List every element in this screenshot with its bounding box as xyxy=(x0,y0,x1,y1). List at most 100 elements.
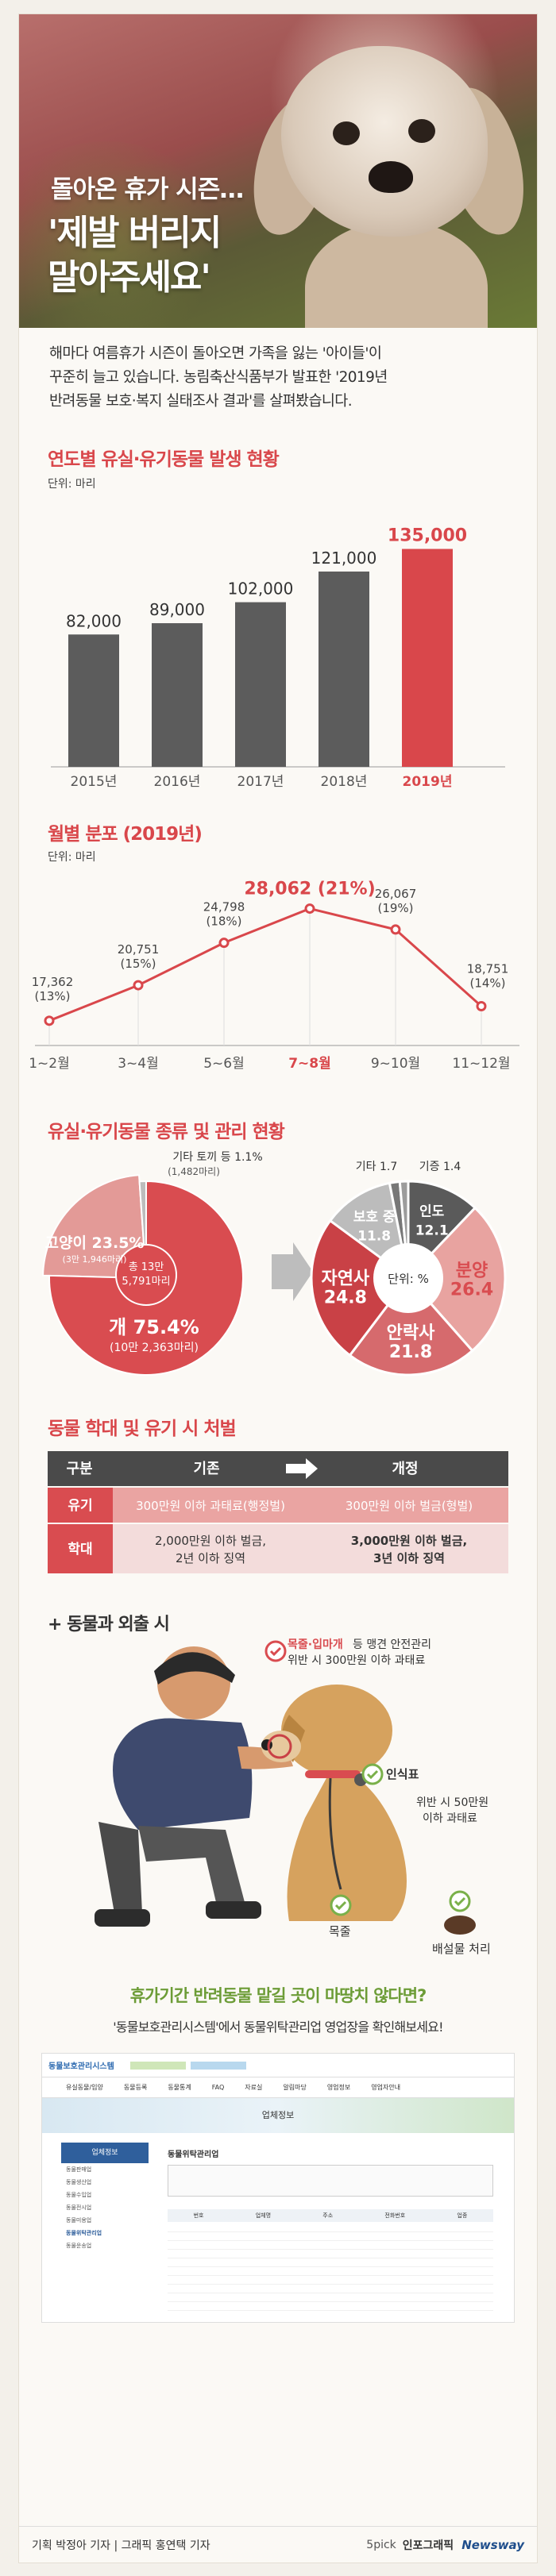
yearly-unit: 단위: 마리 xyxy=(48,478,96,491)
point-value-label: 24,798 xyxy=(203,900,245,914)
donut-value: 11.8 xyxy=(357,1228,391,1244)
x-tick-label: 7~8월 xyxy=(288,1056,331,1072)
monthly-unit: 단위: 마리 xyxy=(48,851,96,864)
menu-item[interactable]: 동물통계 xyxy=(168,2084,191,2091)
closing-question: 휴가기간 반려동물 맡길 곳이 마땅치 않다면? xyxy=(129,1986,427,2005)
species-title: 유실·유기동물 종류 및 관리 현황 xyxy=(48,1122,285,1142)
site-header: 동물보호관리시스템 xyxy=(42,2054,514,2077)
menu-item[interactable]: 영업정보 xyxy=(326,2084,351,2091)
sidebar-title: 업체정보 xyxy=(61,2143,149,2163)
sidebar-item[interactable]: 동물판매업 xyxy=(66,2166,92,2173)
footer-credit: 기획 박정아 기자 | 그래픽 홍연택 기자 xyxy=(32,2539,210,2552)
bar-value-label: 121,000 xyxy=(311,549,377,568)
sidebar-item[interactable]: 동물미용업 xyxy=(66,2217,92,2224)
site-logo[interactable]: 동물보호관리시스템 xyxy=(48,2062,114,2071)
sidebar-item[interactable]: 동물생산업 xyxy=(66,2179,92,2185)
x-tick-label: 2018년 xyxy=(321,774,368,790)
table-row xyxy=(48,1524,508,1573)
sidebar-item-active[interactable]: 동물위탁관리업 xyxy=(66,2230,102,2236)
dog-collar xyxy=(305,1770,361,1778)
donut-value: 26.4 xyxy=(450,1280,493,1300)
hero-subtitle: 돌아온 휴가 시즌… xyxy=(51,175,244,204)
menu-item[interactable]: 유실동물/입양 xyxy=(66,2084,103,2091)
outing-section: + 동물과 외출 시 xyxy=(19,1581,537,1635)
person-hair xyxy=(154,1652,235,1685)
bar xyxy=(235,602,286,767)
infographic: 돌아온 휴가 시즌… '제발 버리지 말아주세요' 해마다 여름휴가 시즌이 돌… xyxy=(19,14,537,2563)
pie-sub-dog: (10만 2,363마리) xyxy=(110,1342,199,1354)
data-point xyxy=(390,924,401,935)
penalty-title: 동물 학대 및 유기 시 처벌 xyxy=(48,1419,237,1439)
menu-item[interactable]: 동물등록 xyxy=(123,2084,148,2091)
donut-label: 분양 xyxy=(456,1261,488,1281)
closing-answer: '동물보호관리시스템'에서 동물위탁관리업 영업장을 확인해보세요! xyxy=(113,2020,443,2035)
yearly-section: 연도별 유실·유기동물 발생 현황 단위: 마리 xyxy=(19,414,537,491)
menu-item[interactable]: 영업자안내 xyxy=(371,2084,401,2091)
x-tick-label: 2017년 xyxy=(237,774,284,790)
bar xyxy=(402,549,453,767)
pie-sub-etc: (1,482마리) xyxy=(168,1166,220,1177)
point-pct-label: (13%) xyxy=(34,989,70,1003)
pie-center-label: 총 13만 xyxy=(129,1261,164,1273)
donut-slice xyxy=(348,1276,474,1377)
monthly-title: 월별 분포 (2019년) xyxy=(48,824,203,845)
donut-label: 인도 xyxy=(419,1204,445,1220)
sidebar-item[interactable]: 동물수입업 xyxy=(66,2192,92,2198)
sidebar-item[interactable]: 동물전시업 xyxy=(66,2204,92,2211)
header-cell: 개정 xyxy=(392,1461,418,1477)
x-tick-label: 2019년 xyxy=(403,774,453,790)
row-new: 300만원 이하 벌금(형벌) xyxy=(346,1499,473,1513)
leash xyxy=(328,1777,342,1890)
pie-label-dog: 개 75.4% xyxy=(109,1316,199,1338)
note-tag: 인식표 xyxy=(386,1767,419,1781)
x-tick-label: 5~6월 xyxy=(203,1056,245,1072)
donut-label: 자연사 xyxy=(321,1269,369,1289)
donut-label-donate: 기증 1.4 xyxy=(419,1161,461,1173)
point-pct-label: (19%) xyxy=(377,901,413,915)
pie-sub-cat: (3만 1,946마리) xyxy=(63,1254,127,1265)
menu-item[interactable]: 알림마당 xyxy=(283,2084,307,2091)
dog-body xyxy=(305,221,488,328)
site-banner: 업체정보 xyxy=(42,2098,514,2133)
donut-slice xyxy=(310,1219,411,1357)
menu-item[interactable]: FAQ xyxy=(211,2084,225,2091)
label-collar: 목줄 xyxy=(329,1924,351,1939)
site-menu: 유실동물/입양 동물등록 동물통계 FAQ 자료실 알림마당 영업정보 영업자안… xyxy=(42,2077,514,2098)
donut-value: 24.8 xyxy=(324,1288,367,1308)
note-muzzle-fine: 위반 시 300만원 이하 과태료 xyxy=(288,1654,425,1667)
footer-brand-newsway: Newsway xyxy=(461,2537,524,2552)
header-cell: 구분 xyxy=(66,1461,92,1477)
bar xyxy=(319,571,369,767)
footer-brand-infographic: 인포그래픽 xyxy=(402,2539,454,2552)
note-muzzle-bold: 목줄·입마개 xyxy=(288,1638,343,1651)
point-pct-label: (14%) xyxy=(469,976,505,990)
bar xyxy=(152,623,203,767)
dog-head xyxy=(281,1685,392,1777)
donut-label: 보호 중 xyxy=(353,1209,396,1225)
donut-hole xyxy=(373,1243,443,1313)
yearly-bar-chart: 82,000 2015년 89,000 2016년 102,000 2017년 121,00… xyxy=(51,526,505,790)
site-search-box[interactable] xyxy=(168,2165,493,2197)
footer-brand-5pick: 5pick xyxy=(366,2538,396,2551)
data-point xyxy=(304,903,315,914)
label-waste: 배설물 처리 xyxy=(432,1942,491,1956)
x-tick-label: 1~2월 xyxy=(29,1056,70,1072)
table-row xyxy=(48,1488,508,1523)
sidebar-item[interactable]: 동물운송업 xyxy=(66,2243,92,2249)
pie-label-cat: 고양이 23.5% xyxy=(45,1234,145,1252)
point-pct-label: (15%) xyxy=(120,957,156,971)
row-old: 2년 이하 징역 xyxy=(176,1551,245,1565)
donut-value: 12.1 xyxy=(415,1223,449,1239)
data-point xyxy=(476,1000,487,1011)
point-value-label: 17,362 xyxy=(32,975,74,989)
x-tick-label: 2016년 xyxy=(154,774,201,790)
point-value-label: 18,751 xyxy=(467,961,509,976)
footer: 기획 박정아 기자 | 그래픽 홍연택 기자 5pick 인포그래픽 Newsw… xyxy=(19,2526,537,2563)
site-table-rows xyxy=(168,2224,493,2311)
donut-value: 21.8 xyxy=(389,1342,432,1362)
monthly-line-chart: 17,362(13%) 1~2월 20,751(15%) 3~4월 24,798(18%… xyxy=(29,880,519,1072)
menu-item[interactable]: 자료실 xyxy=(245,2084,263,2091)
